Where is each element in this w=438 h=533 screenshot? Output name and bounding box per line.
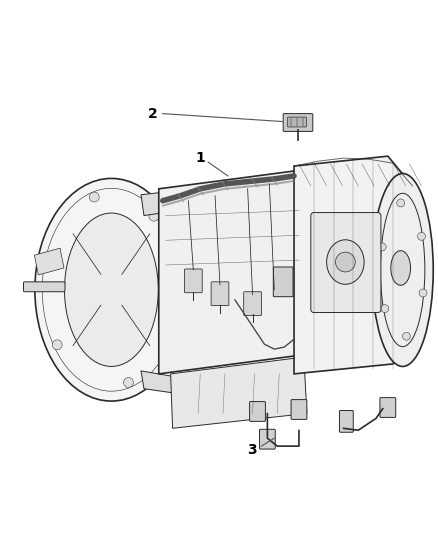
Circle shape — [378, 243, 386, 251]
FancyBboxPatch shape — [273, 267, 293, 297]
Ellipse shape — [327, 240, 364, 284]
Circle shape — [44, 252, 54, 262]
FancyBboxPatch shape — [288, 117, 306, 127]
FancyBboxPatch shape — [211, 282, 229, 305]
Ellipse shape — [391, 251, 410, 285]
FancyBboxPatch shape — [291, 400, 307, 419]
Ellipse shape — [372, 173, 433, 367]
Polygon shape — [141, 371, 179, 394]
Circle shape — [89, 192, 99, 202]
Polygon shape — [171, 357, 307, 429]
Circle shape — [397, 199, 405, 207]
Text: 3: 3 — [247, 443, 256, 457]
FancyBboxPatch shape — [283, 114, 313, 132]
Polygon shape — [34, 248, 64, 275]
Text: 2: 2 — [148, 107, 158, 120]
Circle shape — [419, 289, 427, 297]
Text: 1: 1 — [195, 151, 205, 165]
Circle shape — [52, 340, 62, 350]
FancyBboxPatch shape — [184, 269, 202, 293]
Ellipse shape — [35, 179, 188, 401]
FancyBboxPatch shape — [339, 410, 353, 432]
FancyBboxPatch shape — [250, 401, 265, 422]
Circle shape — [149, 211, 159, 221]
Circle shape — [336, 252, 355, 272]
FancyBboxPatch shape — [244, 292, 261, 316]
FancyBboxPatch shape — [311, 213, 381, 312]
Polygon shape — [159, 171, 309, 374]
Circle shape — [417, 232, 425, 240]
Circle shape — [403, 332, 410, 340]
Polygon shape — [294, 156, 417, 374]
Circle shape — [170, 310, 180, 320]
Polygon shape — [141, 191, 179, 215]
Circle shape — [124, 377, 134, 387]
Circle shape — [381, 304, 389, 312]
FancyBboxPatch shape — [24, 282, 65, 292]
FancyBboxPatch shape — [259, 429, 275, 449]
FancyBboxPatch shape — [380, 398, 396, 417]
Ellipse shape — [64, 213, 158, 367]
